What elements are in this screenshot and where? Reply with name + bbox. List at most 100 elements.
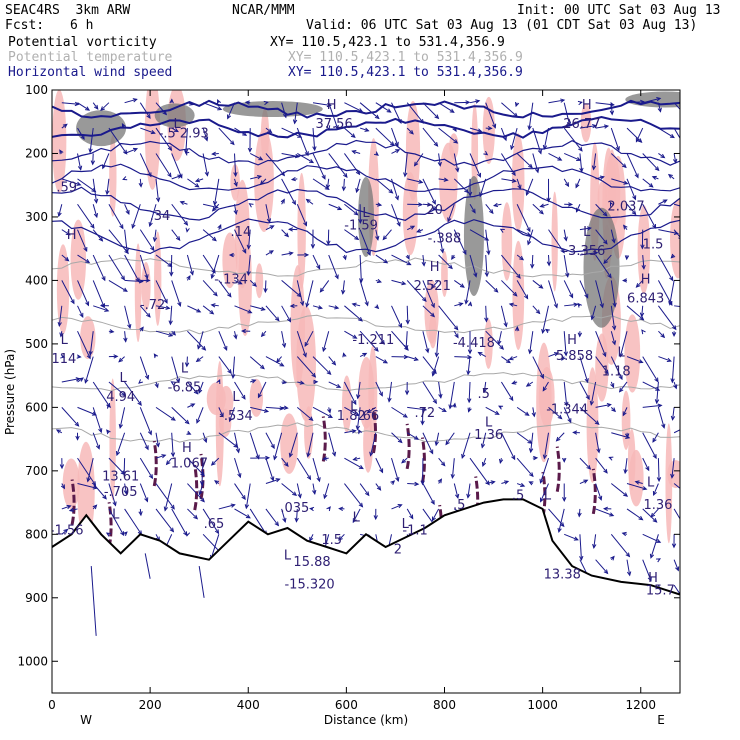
- field-label: 13.61: [102, 469, 139, 484]
- plot-frame: [51, 89, 681, 694]
- wind-vector: [249, 280, 257, 287]
- wind-vector-head: [430, 312, 436, 318]
- field-label: L: [112, 507, 120, 522]
- wind-vector: [622, 407, 628, 416]
- wind-vector: [391, 279, 406, 285]
- wind-vector-head: [661, 423, 666, 429]
- wind-vector-head: [75, 435, 80, 441]
- wind-vector: [155, 254, 172, 267]
- wind-vector-head: [609, 512, 615, 517]
- wind-vector-head: [336, 383, 342, 388]
- wind-vector-head: [652, 518, 658, 523]
- wind-vector-head: [672, 158, 678, 164]
- wind-vector-head: [652, 437, 657, 443]
- wind-vector-head: [119, 224, 124, 230]
- wind-vector-head: [453, 325, 459, 331]
- wind-vector: [265, 406, 284, 410]
- y-tick-label: 400: [25, 273, 48, 287]
- wind-vector-head: [527, 125, 532, 131]
- wind-vector: [92, 407, 102, 433]
- wind-vector: [92, 153, 94, 165]
- wind-vector: [61, 378, 80, 383]
- wind-vector: [375, 457, 383, 473]
- field-label: -1.344: [546, 403, 588, 418]
- wind-vector-head: [440, 461, 446, 467]
- pv-high-blob: [625, 91, 680, 108]
- wind-vector: [155, 153, 172, 177]
- wind-vector: [579, 227, 591, 231]
- wind-vector: [657, 280, 673, 306]
- wind-vector-head: [154, 383, 159, 389]
- wind-vector-head: [341, 186, 347, 192]
- wind-vector-head: [184, 362, 190, 368]
- wind-vector-head: [337, 206, 343, 211]
- wind-vector: [312, 483, 316, 494]
- wind-vector-head: [283, 405, 289, 410]
- wind-vector: [144, 553, 151, 579]
- model-label: SEAC4RS 3km ARW: [5, 3, 131, 18]
- wind-vector-head: [654, 399, 660, 405]
- wind-vector-head: [310, 244, 316, 250]
- wind-vector-head: [57, 321, 62, 327]
- wind-vector-head: [410, 225, 416, 230]
- field-name-pv: Potential vorticity: [8, 35, 157, 50]
- wind-vector-head: [624, 433, 630, 439]
- wind-vector-head: [498, 458, 504, 464]
- wind-vector: [595, 176, 604, 180]
- wind-vector: [482, 457, 487, 467]
- wind-vector: [391, 305, 402, 328]
- wind-vector: [673, 584, 680, 595]
- wind-vector-head: [351, 302, 357, 307]
- wind-vector: [548, 508, 565, 527]
- wind-vector-head: [148, 474, 154, 480]
- wind-vector-head: [147, 430, 152, 436]
- wind-vector-head: [351, 429, 357, 434]
- wind-vector: [626, 305, 644, 321]
- wind-vector-head: [651, 175, 657, 180]
- wind-vector: [187, 305, 201, 313]
- wind-vector: [485, 203, 494, 214]
- wind-vector-head: [586, 465, 592, 470]
- wind-vector-head: [539, 497, 544, 503]
- wind-vector-head: [668, 300, 673, 306]
- wind-vector-head: [227, 292, 232, 298]
- wind-vector: [171, 356, 180, 383]
- wind-vector-head: [575, 183, 580, 189]
- wind-vector: [626, 356, 643, 363]
- wind-vector-head: [584, 378, 589, 384]
- theta-contour: [52, 257, 680, 278]
- wind-vector-head: [401, 458, 406, 464]
- pv-shade-blob: [297, 172, 306, 290]
- wind-vector: [234, 331, 237, 339]
- wind-vector-head: [364, 127, 370, 132]
- wind-vector-head: [183, 220, 189, 226]
- wind-vector: [359, 127, 369, 132]
- wind-vector: [611, 483, 628, 497]
- wind-vector-head: [686, 306, 690, 309]
- field-label: L: [181, 361, 189, 376]
- wind-vector: [92, 381, 111, 408]
- wind-vector: [187, 508, 198, 520]
- wind-vector-head: [233, 334, 238, 340]
- wind-vector: [281, 305, 291, 322]
- wind-vector: [344, 127, 356, 138]
- wind-vector: [234, 127, 247, 136]
- wind-vector: [344, 153, 360, 175]
- wind-vector: [155, 508, 174, 532]
- wind-vector-head: [186, 430, 192, 435]
- field-label: 2.521: [414, 279, 451, 294]
- wind-vector: [579, 356, 589, 383]
- pv-shade-blob: [501, 202, 513, 281]
- wind-vector-head: [475, 99, 481, 104]
- wind-vector-head: [303, 221, 308, 227]
- wind-vector: [328, 356, 336, 366]
- wind-vector-head: [586, 226, 592, 231]
- field-label: H: [567, 333, 577, 348]
- pv-shade-blob: [667, 460, 680, 489]
- wind-vector: [234, 279, 242, 285]
- pv-shade-blob: [77, 441, 95, 541]
- wind-vector: [406, 508, 414, 519]
- wind-vector: [202, 508, 219, 534]
- wind-vector-head: [304, 151, 309, 157]
- wind-vector-head: [155, 197, 161, 203]
